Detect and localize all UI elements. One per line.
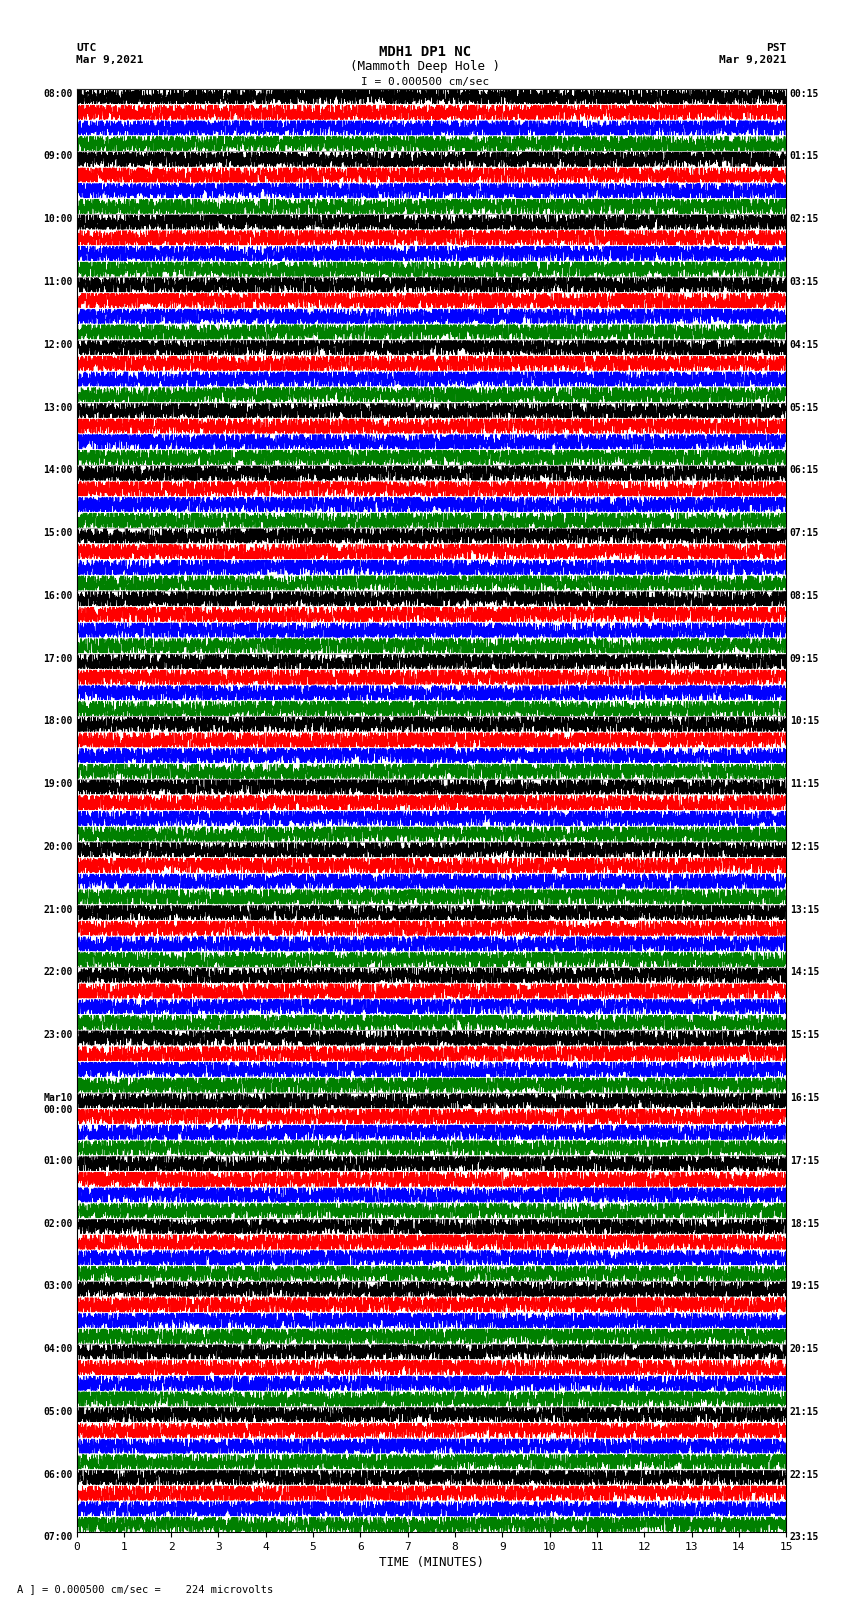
Text: Mar 9,2021: Mar 9,2021 bbox=[76, 55, 144, 65]
Text: 17:00: 17:00 bbox=[43, 653, 73, 663]
Text: 06:15: 06:15 bbox=[790, 465, 819, 476]
Text: Mar10
00:00: Mar10 00:00 bbox=[43, 1094, 73, 1115]
Text: 01:15: 01:15 bbox=[790, 152, 819, 161]
Text: 06:00: 06:00 bbox=[43, 1469, 73, 1479]
Text: 19:15: 19:15 bbox=[790, 1281, 819, 1292]
Text: 02:15: 02:15 bbox=[790, 215, 819, 224]
Text: 02:00: 02:00 bbox=[43, 1218, 73, 1229]
Text: 05:15: 05:15 bbox=[790, 403, 819, 413]
Text: 14:15: 14:15 bbox=[790, 968, 819, 977]
Text: 22:15: 22:15 bbox=[790, 1469, 819, 1479]
Text: 01:00: 01:00 bbox=[43, 1157, 73, 1166]
Text: 11:00: 11:00 bbox=[43, 277, 73, 287]
Text: UTC: UTC bbox=[76, 44, 97, 53]
Text: 18:00: 18:00 bbox=[43, 716, 73, 726]
Text: 17:15: 17:15 bbox=[790, 1157, 819, 1166]
X-axis label: TIME (MINUTES): TIME (MINUTES) bbox=[379, 1557, 484, 1569]
Text: 23:00: 23:00 bbox=[43, 1031, 73, 1040]
Text: 09:00: 09:00 bbox=[43, 152, 73, 161]
Text: I = 0.000500 cm/sec: I = 0.000500 cm/sec bbox=[361, 77, 489, 87]
Text: 03:00: 03:00 bbox=[43, 1281, 73, 1292]
Text: 07:00: 07:00 bbox=[43, 1532, 73, 1542]
Text: 16:00: 16:00 bbox=[43, 590, 73, 602]
Text: 10:15: 10:15 bbox=[790, 716, 819, 726]
Text: 08:15: 08:15 bbox=[790, 590, 819, 602]
Text: 08:00: 08:00 bbox=[43, 89, 73, 98]
Text: 03:15: 03:15 bbox=[790, 277, 819, 287]
Text: 12:00: 12:00 bbox=[43, 340, 73, 350]
Text: PST: PST bbox=[766, 44, 786, 53]
Text: 11:15: 11:15 bbox=[790, 779, 819, 789]
Text: 21:15: 21:15 bbox=[790, 1407, 819, 1416]
Text: 13:15: 13:15 bbox=[790, 905, 819, 915]
Text: 20:00: 20:00 bbox=[43, 842, 73, 852]
Text: 04:00: 04:00 bbox=[43, 1344, 73, 1353]
Text: A ] = 0.000500 cm/sec =    224 microvolts: A ] = 0.000500 cm/sec = 224 microvolts bbox=[17, 1584, 273, 1594]
Text: 14:00: 14:00 bbox=[43, 465, 73, 476]
Text: 00:15: 00:15 bbox=[790, 89, 819, 98]
Text: 05:00: 05:00 bbox=[43, 1407, 73, 1416]
Text: 12:15: 12:15 bbox=[790, 842, 819, 852]
Text: (Mammoth Deep Hole ): (Mammoth Deep Hole ) bbox=[350, 60, 500, 73]
Text: 20:15: 20:15 bbox=[790, 1344, 819, 1353]
Text: 15:15: 15:15 bbox=[790, 1031, 819, 1040]
Text: 10:00: 10:00 bbox=[43, 215, 73, 224]
Text: Mar 9,2021: Mar 9,2021 bbox=[719, 55, 786, 65]
Text: 23:15: 23:15 bbox=[790, 1532, 819, 1542]
Text: MDH1 DP1 NC: MDH1 DP1 NC bbox=[379, 45, 471, 58]
Text: 09:15: 09:15 bbox=[790, 653, 819, 663]
Text: 22:00: 22:00 bbox=[43, 968, 73, 977]
Text: 07:15: 07:15 bbox=[790, 527, 819, 539]
Text: 15:00: 15:00 bbox=[43, 527, 73, 539]
Text: 21:00: 21:00 bbox=[43, 905, 73, 915]
Text: 18:15: 18:15 bbox=[790, 1218, 819, 1229]
Text: 16:15: 16:15 bbox=[790, 1094, 819, 1103]
Text: 19:00: 19:00 bbox=[43, 779, 73, 789]
Text: 13:00: 13:00 bbox=[43, 403, 73, 413]
Text: 04:15: 04:15 bbox=[790, 340, 819, 350]
